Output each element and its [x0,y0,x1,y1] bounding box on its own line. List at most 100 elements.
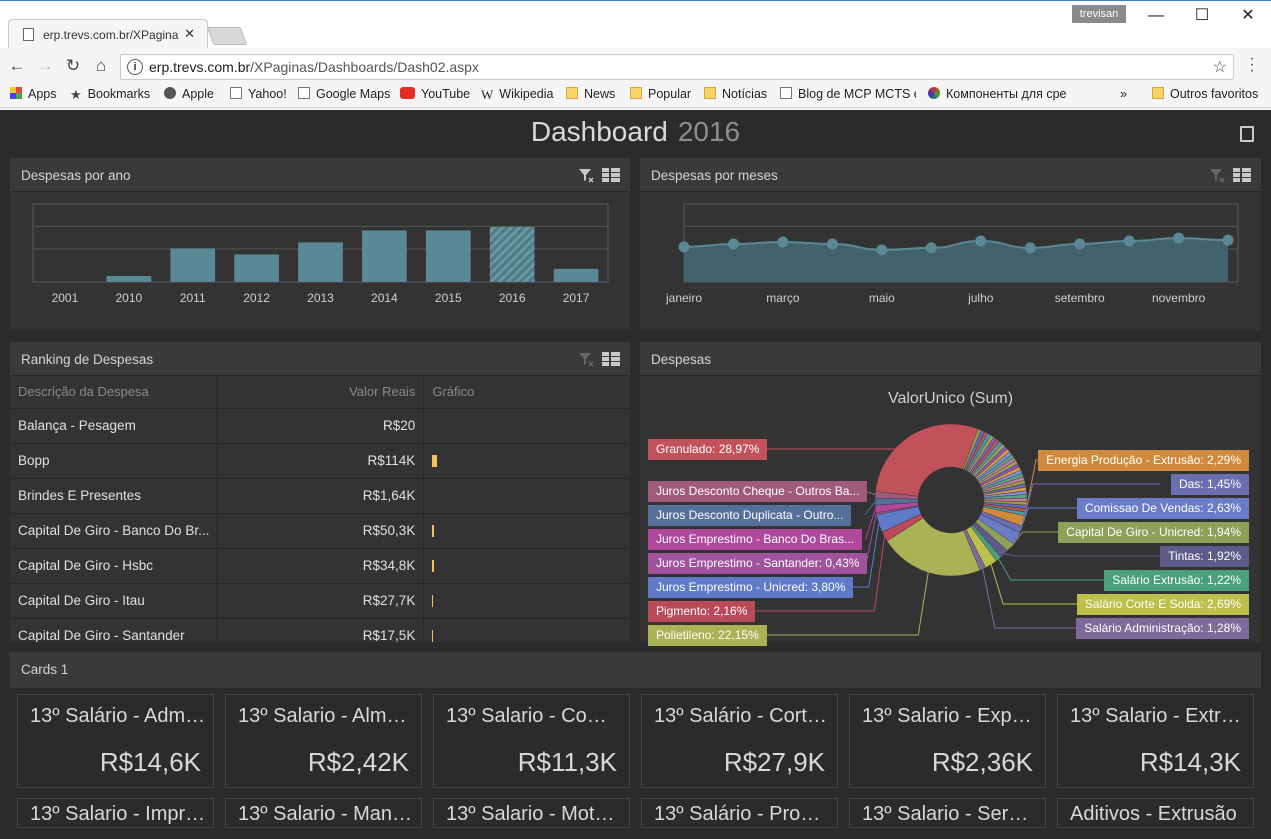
bookmark-other[interactable]: Outros favoritos [1152,87,1258,101]
card-title: 13º Salario - Almoxarifado [238,705,414,727]
table-row[interactable]: Bopp R$114K [10,443,630,479]
x-tick-label: julho [967,291,994,305]
menu-icon[interactable]: · · · [1249,50,1255,79]
kpi-card[interactable]: 13º Salario - Almoxarifado R$2,42K [225,694,422,788]
close-tab-icon[interactable]: ✕ [184,26,195,41]
bar-2017[interactable] [553,268,599,282]
bar-2014[interactable] [362,230,407,282]
filter-clear-icon[interactable] [578,351,594,367]
bookmark-news[interactable]: News [566,87,615,101]
point-agosto[interactable] [1024,242,1036,254]
kpi-card[interactable]: 13º Salário - Administração R$14,6K [17,694,214,788]
card-title: 13º Salário - Corte e Solda [654,705,830,727]
bookmark-wikipedia[interactable]: W Wikipedia [481,87,554,102]
new-tab-button[interactable] [206,27,248,45]
table-row[interactable]: Capital De Giro - Hsbc R$34,8K [10,548,630,584]
bar-2012[interactable] [234,254,279,282]
bookmark-popular[interactable]: Popular [630,87,691,101]
kpi-card[interactable]: 13º Salário - Corte e Solda R$27,9K [641,694,838,788]
table-row[interactable]: Capital De Giro - Itau R$27,7K [10,583,630,619]
bar-2013[interactable] [298,242,343,282]
cell-grafico [423,478,630,514]
grid-icon[interactable] [1233,168,1251,182]
point-maio[interactable] [876,244,888,256]
panel-despesas-por-ano: Despesas por ano 2001 2010 2011 2012 2013 201… [10,158,630,330]
kpi-card[interactable]: 13º Salario - Serviços [849,798,1046,828]
point-dezembro[interactable] [1222,234,1234,246]
table-row[interactable]: Brindes E Presentes R$1,64K [10,478,630,514]
bookmark-blog[interactable]: Blog de MCP MCTS e [780,87,916,101]
browser-tab[interactable]: erp.trevs.com.br/XPagina ✕ [8,19,208,49]
point-abril[interactable] [826,238,838,250]
bookmark-google-maps[interactable]: Google Maps [298,87,390,101]
point-fevereiro[interactable] [727,238,739,250]
cell-grafico [423,443,630,479]
column-header-descricao[interactable]: Descrição da Despesa [10,376,219,409]
spark-bar [432,560,435,573]
close-window-icon[interactable]: ✕ [1241,7,1255,24]
point-novembro[interactable] [1173,232,1185,244]
point-março[interactable] [777,236,789,248]
pie-slice-polietileno[interactable] [886,517,981,577]
star-icon[interactable]: ☆ [1212,59,1227,76]
cell-descricao: Bopp [10,443,219,479]
kpi-card[interactable]: 13º Salario - Motorista [433,798,630,828]
bar-2016[interactable] [489,226,535,282]
column-header-grafico[interactable]: Gráfico [423,376,630,409]
bar-2015[interactable] [425,230,471,282]
point-janeiro[interactable] [678,241,690,253]
kpi-card[interactable]: Aditivos - Extrusão [1057,798,1254,828]
x-tick-label: março [766,291,800,305]
bookmark-bookmarks[interactable]: ★ Bookmarks [70,87,151,102]
export-icon[interactable] [1240,126,1254,142]
kpi-card[interactable]: 13º Salario - Manutenção [225,798,422,828]
more-bookmarks-icon[interactable]: » [1120,87,1127,101]
table-row[interactable]: Balança - Pesagem R$20 [10,408,630,444]
info-icon[interactable]: i [127,59,143,75]
bar-2011[interactable] [170,248,216,282]
profile-button[interactable]: trevisan [1072,5,1126,23]
bookmark-noticias[interactable]: Notícias [704,87,767,101]
home-icon[interactable]: ⌂ [95,56,107,75]
point-outubro[interactable] [1123,235,1135,247]
kpi-card[interactable]: 13º Salario - Impressão [17,798,214,828]
grid-icon[interactable] [602,168,620,182]
point-julho[interactable] [975,235,987,247]
card-title: 13º Salario - Expedição [862,705,1038,727]
bookmark-apple[interactable]: Apple [164,87,214,101]
filter-clear-icon[interactable] [1209,167,1225,183]
column-header-valor[interactable]: Valor Reais [217,376,425,409]
bookmark-apps[interactable]: Apps [10,87,57,101]
panel-cards-header: Cards 1 [10,652,1261,688]
kpi-card[interactable]: 13º Salario - Comercial R$11,3K [433,694,630,788]
x-tick-label: 2013 [307,291,334,305]
pie-slice-juros-desconto-cheque-outros-ba-[interactable] [874,491,919,500]
minimize-icon[interactable]: — [1148,7,1164,24]
bookmark-yahoo[interactable]: Yahoo! [230,87,287,101]
bookmark-components[interactable]: Компоненты для сре [928,87,1066,101]
reload-icon[interactable]: ↻ [65,56,81,75]
grid-icon[interactable] [602,352,620,366]
filter-clear-icon[interactable] [578,167,594,183]
pie-chart [755,423,1162,636]
site-icon [928,87,940,99]
table-row[interactable]: Capital De Giro - Banco Do Br... R$50,3K [10,513,630,549]
address-bar[interactable]: i erp.trevs.com.br/XPaginas/Dashboards/D… [120,54,1234,80]
kpi-card[interactable]: 13º Salário - Produção [641,798,838,828]
x-tick-label: setembro [1055,291,1105,305]
card-title: 13º Salario - Manutenção [238,803,414,825]
point-junho[interactable] [925,242,937,254]
bar-2010[interactable] [106,276,152,282]
bookmark-youtube[interactable]: YouTube [400,87,470,101]
x-tick-label: 2010 [115,291,142,305]
kpi-card[interactable]: 13º Salario - Expedição R$2,36K [849,694,1046,788]
forward-icon[interactable]: → [36,56,54,75]
table-row[interactable]: Capital De Giro - Santander R$17,5K [10,618,630,642]
leader-line [755,434,912,450]
back-icon[interactable]: ← [8,56,26,75]
cell-grafico [423,408,630,444]
kpi-card[interactable]: 13º Salario - Extrusão R$14,3K [1057,694,1254,788]
pie-slice-granulado[interactable] [875,423,979,497]
point-setembro[interactable] [1074,238,1086,250]
maximize-icon[interactable]: ☐ [1194,7,1210,24]
